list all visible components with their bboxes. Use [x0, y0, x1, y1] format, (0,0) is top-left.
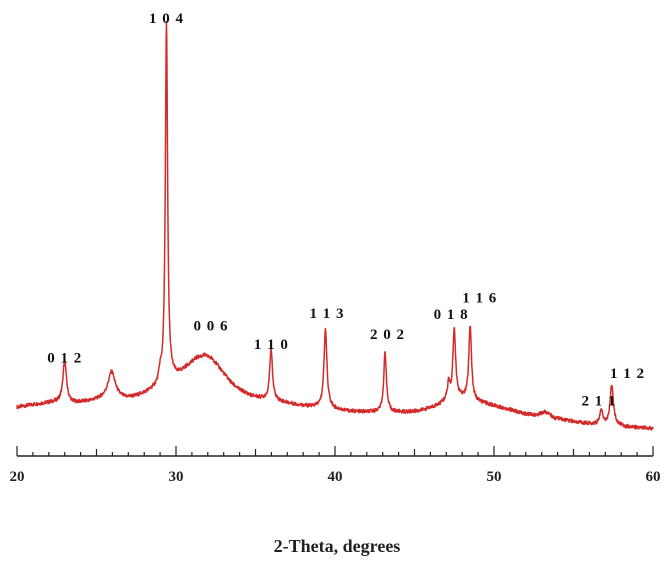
peak-label: 0 0 6	[193, 318, 228, 334]
peak-label: 1 1 3	[310, 306, 345, 322]
x-tick-label: 50	[487, 469, 502, 485]
diffraction-pattern-line	[16, 21, 654, 431]
peak-label: 1 0 4	[149, 11, 184, 27]
x-axis-title: 2-Theta, degrees	[274, 536, 401, 556]
x-tick-label: 40	[328, 469, 343, 485]
plot-area	[16, 21, 654, 431]
peak-label: 1 1 6	[462, 290, 497, 306]
peak-label: 2 0 2	[370, 327, 405, 343]
peak-label: 0 1 8	[434, 307, 469, 323]
peak-label: 1 1 2	[610, 366, 645, 382]
x-axis: 20 30 40 50 60	[10, 446, 661, 485]
x-tick-label: 20	[10, 469, 25, 485]
peak-label: 1 1 0	[254, 337, 289, 353]
peak-label: 2 1 1	[581, 394, 616, 410]
peak-annotations: 0 1 2 1 0 4 0 0 6 1 1 0 1 1 3 2 0 2 0 1 81 1 6…	[47, 11, 645, 410]
x-tick-label: 30	[169, 469, 184, 485]
peak-label: 0 1 2	[47, 351, 82, 367]
x-tick-label: 60	[646, 469, 661, 485]
